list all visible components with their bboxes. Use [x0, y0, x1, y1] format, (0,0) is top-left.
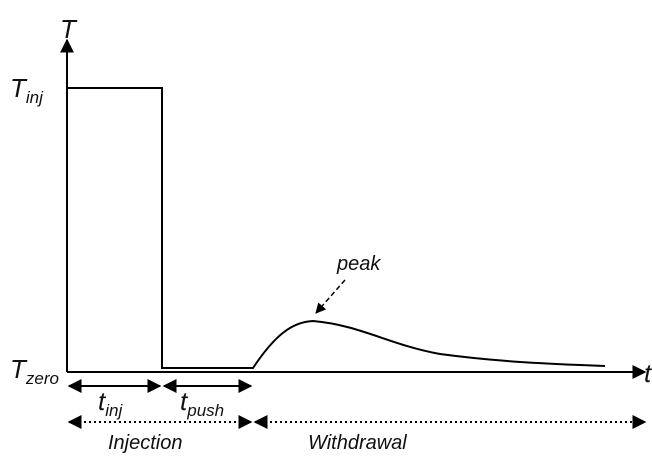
- interval-label: tpush: [180, 386, 224, 420]
- peak-arrow: [315, 279, 346, 314]
- interval-label: tinj: [98, 386, 123, 420]
- level-label: Tzero: [10, 354, 59, 388]
- peak-label: peak: [336, 253, 381, 275]
- y-axis-label: T: [60, 14, 78, 44]
- level-label: Tinj: [10, 73, 44, 107]
- phase-label: Withdrawal: [308, 432, 407, 454]
- phase-label: Injection: [108, 432, 183, 454]
- x-axis-label: t: [644, 358, 652, 388]
- temperature-curve: [67, 87, 606, 369]
